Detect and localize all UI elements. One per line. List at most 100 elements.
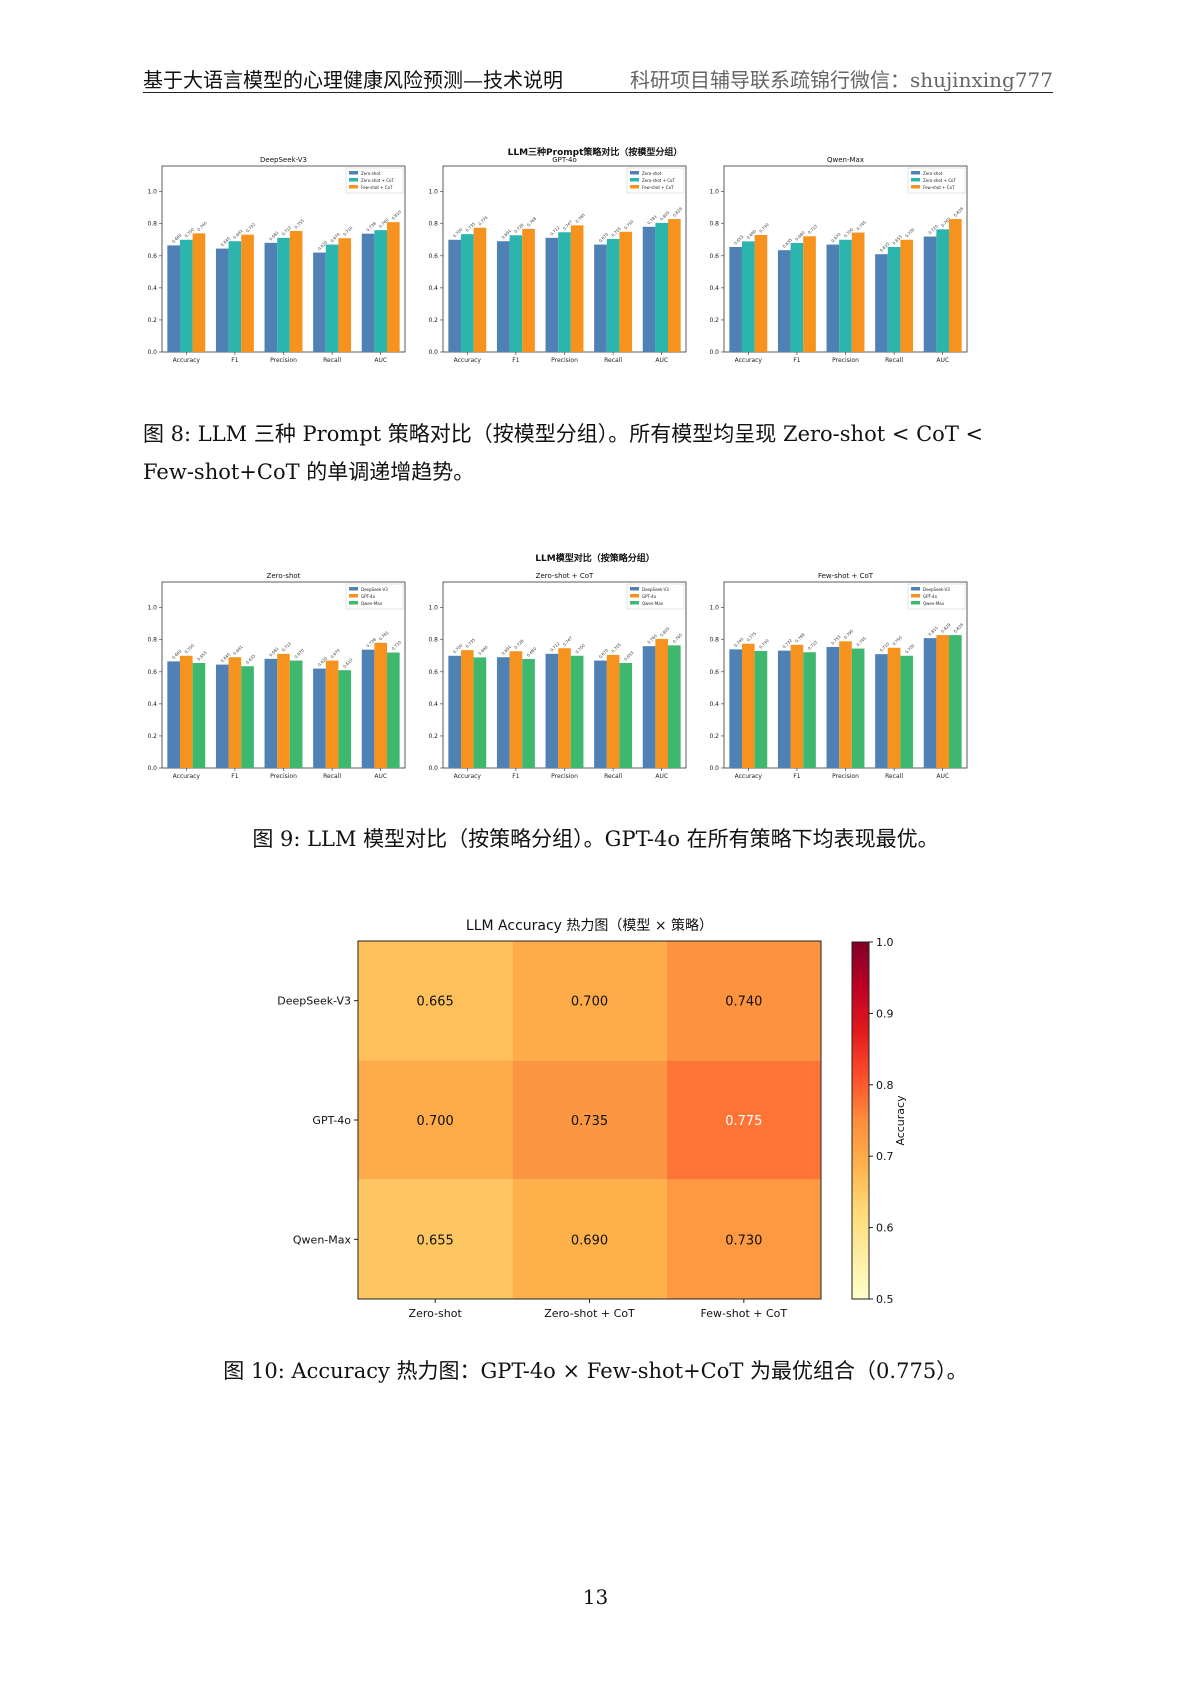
legend-label: DeepSeek-V3 (923, 587, 950, 592)
bar (558, 648, 571, 768)
y-tick-label: 0.0 (428, 765, 438, 772)
bar (361, 233, 375, 352)
bar (803, 652, 816, 768)
x-tick-label: Recall (323, 773, 341, 780)
bar (509, 235, 523, 352)
bar (192, 662, 206, 768)
figure-10-heatmap: LLM Accuracy 热力图（模型 × 策略） 0.665 0.700 0.740… (277, 917, 907, 1320)
y-tick-label: 0.6 (428, 669, 438, 676)
bar-value-label: 0.645 (219, 651, 231, 663)
bar-value-label: 0.735 (464, 637, 476, 649)
y-tick-label: 0.4 (147, 701, 157, 708)
bar (387, 222, 400, 352)
figure-9-suptitle: LLM模型对比（按策略分组） (535, 552, 654, 564)
header-contact: 科研项目辅导联系疏锦行微信：shujinxing777 (629, 68, 1053, 92)
y-tick-label: 1.0 (709, 605, 719, 612)
bar (900, 655, 914, 768)
bar-value-label: 0.720 (927, 223, 939, 235)
bar (606, 654, 620, 768)
legend-swatch (349, 185, 358, 189)
bar (496, 241, 510, 352)
bar-value-label: 0.691 (500, 228, 512, 240)
x-tick-label: Precision (551, 773, 578, 780)
legend-label: Zero-shot + CoT (642, 178, 675, 183)
bar-value-label: 0.655 (196, 650, 208, 662)
bar (826, 244, 840, 352)
x-tick-label: F1 (231, 773, 238, 780)
legend-label: GPT-4o (642, 594, 657, 599)
bar-value-label: 0.768 (526, 216, 538, 228)
figure-8-bar-charts: LLM三种Prompt策略对比（按模型分组） DeepSeek-V3 0.0 0.2… (147, 146, 968, 364)
row-label: DeepSeek-V3 (277, 995, 351, 1008)
bar (826, 646, 840, 768)
bar (313, 668, 326, 768)
heatmap-title: LLM Accuracy 热力图（模型 × 策略） (466, 917, 713, 934)
y-tick-label: 0.8 (147, 221, 157, 228)
legend-swatch (630, 185, 639, 189)
bar (619, 231, 633, 352)
bar-value-label: 0.680 (526, 646, 538, 658)
bar (668, 645, 681, 768)
bar-value-label: 0.720 (391, 639, 403, 651)
bar (729, 246, 742, 352)
y-tick-label: 1.0 (428, 605, 438, 612)
bar-value-label: 0.750 (623, 219, 635, 231)
bar-value-label: 0.670 (293, 647, 305, 659)
bar-value-label: 0.740 (733, 636, 745, 648)
bar (949, 635, 962, 768)
y-tick-label: 0.0 (147, 349, 157, 356)
bar (839, 641, 852, 768)
bar (790, 242, 804, 352)
col-label: Zero-shot + CoT (544, 1307, 635, 1320)
bar (167, 245, 180, 352)
y-tick-label: 0.0 (709, 349, 719, 356)
bar-value-label: 0.610 (342, 657, 354, 669)
running-header: 基于大语言模型的心理健康风险预测—技术说明 科研项目辅导联系疏锦行微信：shuj… (143, 62, 1053, 93)
chart-title: Qwen-Max (827, 156, 864, 164)
bar (570, 225, 584, 352)
y-tick-label: 0.2 (709, 317, 719, 324)
bar-value-label: 0.691 (232, 228, 244, 240)
bar (839, 239, 852, 352)
bar-value-label: 0.728 (513, 222, 525, 234)
bar (338, 670, 352, 768)
bar-value-label: 0.760 (378, 217, 390, 229)
bar-chart-4: Zero-shot + CoT 0.0 0.2 0.4 0.6 0.8 1.0 Accurac… (428, 572, 687, 780)
bar-value-label: 0.730 (758, 222, 770, 234)
chart-title: Zero-shot + CoT (536, 572, 594, 580)
bar (522, 228, 535, 352)
bar (448, 239, 461, 352)
colorbar-tick-label: 1.0 (876, 936, 894, 949)
x-tick-label: AUC (374, 357, 387, 364)
bar-value-label: 0.829 (953, 206, 965, 218)
legend-label: Qwen-Max (923, 601, 945, 606)
y-tick-label: 0.4 (428, 285, 438, 292)
bar (936, 229, 950, 352)
bar (790, 644, 804, 768)
bar-value-label: 0.710 (342, 225, 354, 237)
bar-value-label: 0.745 (855, 219, 867, 231)
y-tick-label: 1.0 (709, 189, 719, 196)
bar-value-label: 0.775 (745, 630, 757, 642)
bar-chart-3: Zero-shot 0.0 0.2 0.4 0.6 0.8 1.0 Accuracy 0.665… (147, 572, 406, 780)
bar-value-label: 0.768 (794, 632, 806, 644)
x-tick-label: AUC (374, 773, 387, 780)
heatmap-cell-label: 0.735 (571, 1114, 608, 1129)
bar (741, 241, 755, 352)
bar (179, 239, 193, 352)
bar-value-label: 0.805 (659, 626, 671, 638)
bar (509, 651, 523, 768)
y-tick-label: 0.8 (428, 221, 438, 228)
legend-label: Zero-shot (642, 171, 662, 176)
legend-swatch (349, 178, 358, 182)
bar (545, 653, 559, 768)
y-tick-label: 0.6 (428, 253, 438, 260)
bar (655, 222, 669, 352)
legend-swatch (630, 594, 639, 598)
bar-value-label: 0.700 (843, 227, 855, 239)
legend-swatch (911, 178, 920, 182)
bar-value-label: 0.760 (646, 633, 658, 645)
bar (729, 649, 742, 768)
y-tick-label: 1.0 (147, 189, 157, 196)
legend-label: DeepSeek-V3 (642, 587, 669, 592)
